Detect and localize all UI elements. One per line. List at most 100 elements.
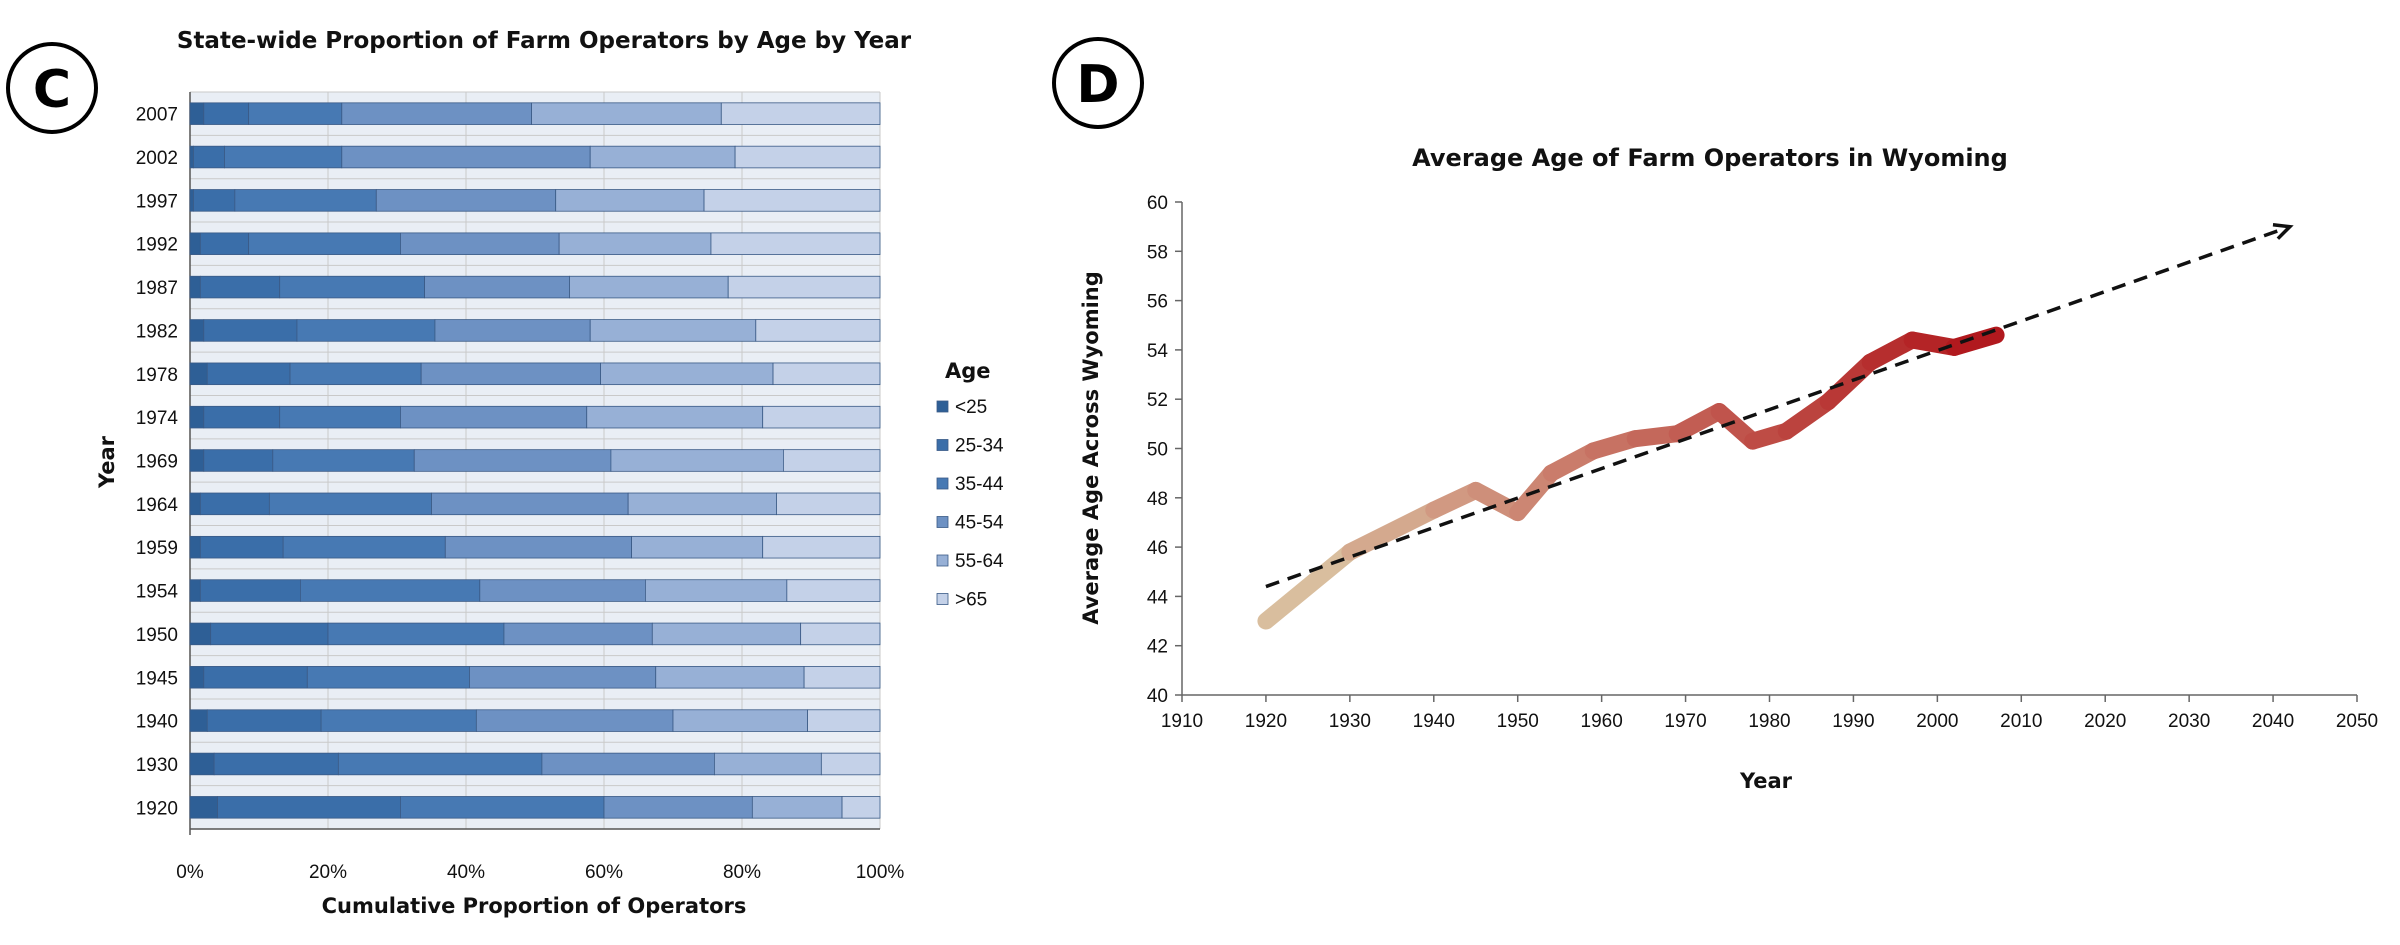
bar-segment: [299, 579, 481, 602]
bar-category-label: 1982: [136, 321, 178, 342]
trend-arrowhead: [2272, 223, 2294, 240]
line-y-tick-label: 42: [1147, 637, 1168, 658]
bar-segment: [206, 709, 322, 732]
bar-category-label: 1978: [136, 365, 178, 386]
bar-segment: [786, 579, 881, 602]
line-y-tick-label: 60: [1147, 193, 1168, 214]
legend-swatch: [936, 439, 949, 451]
bar-segment: [193, 189, 236, 212]
panel-d-letter: D: [1076, 55, 1119, 115]
bar-segment: [603, 796, 753, 819]
line-y-tick-labels: 40 42 44 46 48 50 52 54 56 58 60: [1147, 193, 1169, 707]
bar-segment: [803, 666, 881, 689]
panel-d-badge: D: [1052, 37, 1144, 129]
bar-segment: [189, 709, 208, 732]
line-y-tick-label: 44: [1147, 587, 1169, 608]
bar-segment: [569, 275, 729, 299]
line-x-tick-label: 1930: [1329, 711, 1371, 732]
line-x-tick-label: 1990: [1832, 711, 1874, 732]
bar-segment: [555, 189, 705, 212]
bar-segment: [714, 752, 822, 776]
bar-segment: [558, 232, 712, 255]
bar-segment: [289, 362, 422, 386]
line-x-axis-label: Year: [1739, 769, 1793, 793]
bar-segment: [199, 232, 250, 255]
legend-title: Age: [945, 359, 991, 383]
bar-segment: [279, 405, 401, 429]
bar-segment: [189, 189, 194, 212]
bar-segment: [189, 622, 212, 646]
bar-segment: [248, 232, 401, 255]
line-chart: Average Age of Farm Operators in Wyoming…: [1079, 144, 2378, 793]
line-x-tick-label: 1960: [1581, 711, 1623, 732]
bar-chart-title: State-wide Proportion of Farm Operators …: [177, 28, 912, 54]
line-y-tick-label: 56: [1147, 292, 1168, 313]
bar-segment: [783, 449, 881, 472]
bar-segment: [203, 319, 298, 342]
bar-segment: [400, 405, 588, 429]
bar-segment: [217, 796, 401, 819]
series-segment: [1341, 501, 1443, 561]
bar-segment: [762, 535, 881, 559]
bar-segment: [531, 102, 722, 125]
average-age-series: [1257, 326, 2005, 630]
legend-label: <25: [955, 397, 987, 418]
bar-segment: [431, 492, 629, 516]
bar-segment: [189, 145, 194, 169]
bar-segment: [734, 145, 881, 169]
bar-segment: [248, 102, 343, 125]
panel-d-circle: [1052, 37, 1144, 129]
legend-swatch: [936, 477, 949, 490]
line-y-tick-label: 52: [1147, 390, 1168, 411]
bar-segment: [189, 449, 205, 472]
bar-segment: [475, 709, 674, 732]
bar-category-label: 1954: [136, 582, 179, 603]
line-y-tick-label: 46: [1147, 538, 1168, 559]
bar-segment: [589, 319, 757, 342]
legend-swatch: [936, 554, 949, 567]
bar-segment: [651, 622, 802, 646]
line-y-tick-label: 54: [1147, 341, 1169, 362]
bar-category-label: 1940: [136, 712, 178, 733]
bar-segment: [400, 232, 560, 255]
bar-y-axis-label: Year: [95, 435, 119, 489]
bar-x-tick-label: 40%: [447, 862, 485, 883]
bar-segment: [703, 189, 881, 212]
bar-segment: [189, 752, 215, 776]
line-x-tick-label: 2010: [2000, 711, 2042, 732]
bar-x-tick-label: 100%: [856, 862, 905, 883]
panel-c-letter: C: [33, 60, 71, 120]
bar-segment: [337, 752, 543, 776]
series-segment: [1777, 393, 1837, 440]
bar-category-label: 1945: [136, 668, 178, 689]
bar-category-label: 1964: [136, 495, 179, 516]
bar-x-tick-labels: 0% 20% 40% 60% 80% 100%: [176, 862, 904, 883]
bar-segment: [672, 709, 808, 732]
bar-segment: [199, 535, 284, 559]
bar-category-label: 1930: [136, 755, 178, 776]
bar-segment: [800, 622, 881, 646]
bar-segment: [589, 145, 736, 169]
line-axes: [1175, 201, 2358, 702]
bar-marks: [189, 102, 881, 819]
bar-segment: [772, 362, 881, 386]
bar-segment: [400, 796, 605, 819]
bar-x-tick-label: 60%: [585, 862, 623, 883]
series-segment: [1819, 353, 1879, 411]
bar-segment: [320, 709, 477, 732]
bar-x-tick-label: 80%: [723, 862, 761, 883]
bar-segment: [341, 102, 532, 125]
trend-dashed-line: [1265, 224, 2291, 589]
bar-segment: [807, 709, 881, 732]
bar-segment: [720, 102, 881, 125]
trend-line: [1265, 223, 2294, 589]
bar-segment: [327, 622, 505, 646]
bar-category-label: 2007: [136, 105, 178, 126]
bar-segment: [341, 145, 591, 169]
line-y-tick-label: 40: [1147, 686, 1168, 707]
bar-segment: [199, 275, 281, 299]
line-x-tick-label: 1950: [1497, 711, 1539, 732]
bar-segment: [199, 492, 270, 516]
bar-segment: [420, 362, 601, 386]
